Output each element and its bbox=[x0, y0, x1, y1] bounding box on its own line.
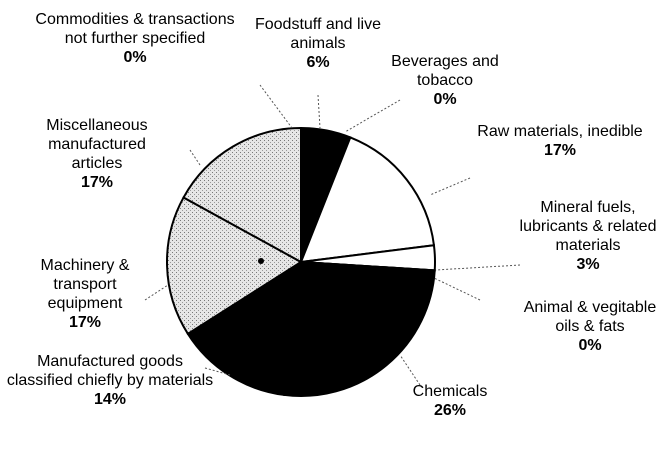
leader-line bbox=[144, 284, 169, 301]
leader-line bbox=[399, 354, 421, 386]
category-label: Animal & vegitable oils & fats bbox=[523, 299, 657, 335]
value-label: 26% bbox=[433, 402, 467, 419]
pie-slice bbox=[283, 260, 436, 397]
category-label: Manufactured goods classified chiefly by… bbox=[6, 353, 214, 389]
slice-label: Chemicals 26% bbox=[385, 382, 515, 420]
slice-label: Mineral fuels, lubricants & related mate… bbox=[513, 198, 663, 274]
slice-label: Foodstuff and live animals 6% bbox=[233, 15, 403, 72]
leader-line bbox=[259, 84, 293, 129]
pie-slice bbox=[299, 136, 436, 264]
leader-line bbox=[344, 99, 401, 133]
value-label: 14% bbox=[93, 391, 127, 408]
leader-line bbox=[189, 149, 201, 166]
slice-label: Commodities & transactions not further s… bbox=[25, 10, 245, 67]
value-label: 0% bbox=[123, 49, 147, 66]
leader-line bbox=[429, 177, 471, 196]
value-label: 17% bbox=[68, 314, 102, 331]
value-label: 6% bbox=[306, 54, 330, 71]
category-label: Foodstuff and live animals bbox=[254, 16, 381, 52]
value-label: 3% bbox=[576, 256, 600, 273]
category-label: Commodities & transactions not further s… bbox=[35, 11, 235, 47]
value-label: 17% bbox=[543, 142, 577, 159]
leader-line bbox=[317, 94, 321, 129]
slice-label: Beverages and tobacco 0% bbox=[370, 52, 520, 109]
leader-line bbox=[435, 264, 521, 271]
pie-slice bbox=[166, 196, 303, 336]
value-label: 0% bbox=[433, 91, 457, 108]
category-label: Chemicals bbox=[412, 383, 488, 400]
center-dot bbox=[258, 258, 264, 264]
slice-label: Machinery & transport equipment 17% bbox=[15, 256, 155, 332]
category-label: Mineral fuels, lubricants & related mate… bbox=[519, 199, 657, 254]
category-label: Machinery & transport equipment bbox=[40, 257, 130, 312]
slice-label: Animal & vegitable oils & fats 0% bbox=[510, 298, 665, 355]
pie-slice bbox=[182, 126, 302, 264]
slice-label: Miscellaneous manufactured articles 17% bbox=[22, 116, 172, 192]
slice-label: Raw materials, inedible 17% bbox=[475, 122, 645, 160]
category-label: Miscellaneous manufactured articles bbox=[46, 117, 148, 172]
category-label: Raw materials, inedible bbox=[477, 123, 643, 140]
value-label: 0% bbox=[578, 337, 602, 354]
slice-label: Manufactured goods classified chiefly by… bbox=[5, 352, 215, 409]
leader-line bbox=[204, 367, 231, 376]
value-label: 17% bbox=[80, 174, 114, 191]
category-label: Beverages and tobacco bbox=[391, 53, 499, 89]
leader-line bbox=[433, 277, 481, 301]
